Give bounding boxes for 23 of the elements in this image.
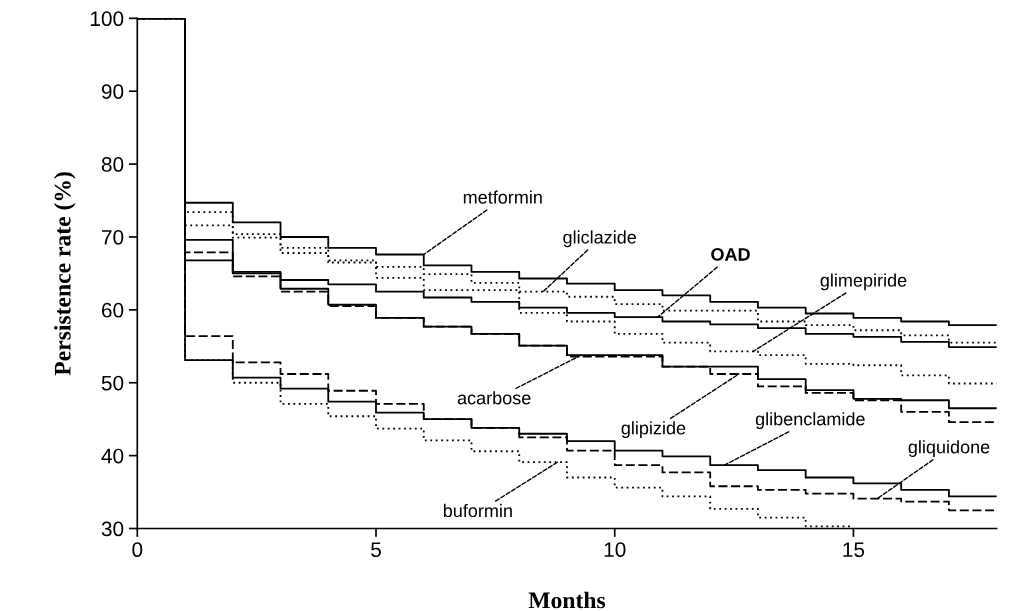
x-tick-label: 5 (371, 542, 381, 558)
annotation: glimepiride (820, 273, 907, 291)
y-axis-title: Persistence rate (%) (54, 172, 76, 376)
y-tick-label: 40 (101, 448, 124, 464)
x-tick-label: 0 (132, 542, 143, 558)
annotation: gliquidone (908, 440, 990, 457)
annotation: glipizide (621, 421, 686, 439)
y-tick-label: 100 (90, 11, 124, 27)
annotation: buformin (443, 503, 512, 518)
x-tick-label: 10 (604, 542, 626, 558)
annotation: OAD (711, 248, 750, 261)
y-tick-label: 30 (101, 521, 124, 537)
annotation: glibenclamide (755, 412, 865, 429)
y-tick-label: 70 (102, 229, 124, 245)
annotation: gliclazide (563, 230, 637, 248)
annotation: metformin (463, 190, 542, 204)
y-tick-label: 60 (101, 302, 124, 318)
annotation: acarbose (457, 391, 531, 405)
y-tick-label: 50 (101, 375, 124, 391)
y-tick-label: 80 (101, 157, 124, 172)
x-axis-title: Months (528, 591, 606, 609)
y-tick-label: 90 (101, 84, 124, 99)
x-tick-label: 15 (843, 542, 865, 558)
